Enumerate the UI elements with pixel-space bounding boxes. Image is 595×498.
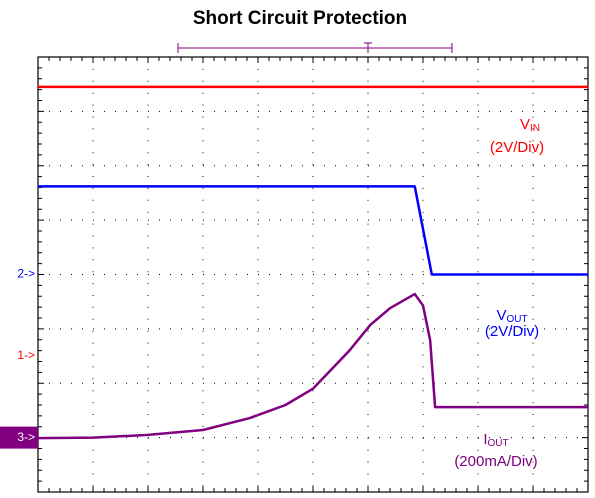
ground-marker: 3-> xyxy=(17,430,35,444)
chart-title: Short Circuit Protection xyxy=(193,8,407,29)
trigger-bracket xyxy=(177,42,453,53)
ground-marker: 1-> xyxy=(17,348,35,362)
legend-label: VIN xyxy=(520,116,540,134)
scale-label: (2V/Div) xyxy=(490,139,544,156)
trace xyxy=(38,185,588,276)
ground-marker: 2-> xyxy=(17,267,35,281)
scale-label: (200mA/Div) xyxy=(454,453,537,470)
marker-box xyxy=(0,426,38,449)
legend-label: VOUT xyxy=(496,307,527,325)
scale-label: (2V/Div) xyxy=(485,323,539,340)
legend-label: IOUT xyxy=(483,431,508,449)
trace xyxy=(37,292,588,440)
